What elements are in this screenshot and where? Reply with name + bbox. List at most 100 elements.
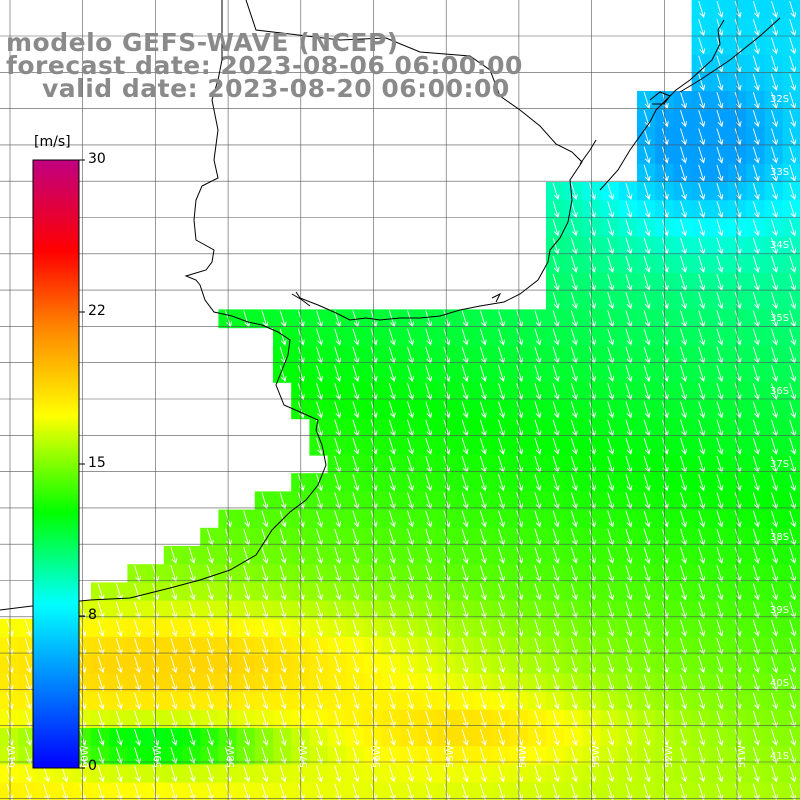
wind-arrow: [552, 328, 560, 346]
wind-arrow: [352, 419, 360, 437]
wind-arrow: [752, 0, 760, 19]
latitude-label: 41S: [770, 751, 790, 762]
wind-arrow: [625, 710, 633, 728]
wind-arrow: [552, 182, 560, 201]
wind-arrow: [698, 91, 706, 110]
wind-arrow: [643, 565, 651, 583]
wind-arrow: [734, 19, 742, 37]
wind-arrow: [625, 328, 633, 346]
wind-arrow: [552, 692, 560, 710]
wind-arrow: [661, 674, 669, 692]
wind-arrow: [461, 455, 469, 474]
wind-arrow: [407, 437, 414, 455]
wind-arrow: [771, 37, 778, 55]
wind-arrow: [625, 255, 633, 273]
wind-arrow: [334, 674, 342, 692]
wind-arrow: [425, 528, 433, 546]
wind-arrow: [188, 656, 196, 674]
wind-arrow: [698, 128, 706, 146]
wind-arrow: [789, 601, 797, 619]
wind-arrow: [716, 73, 724, 91]
wind-arrow: [316, 437, 323, 455]
wind-arrow: [498, 474, 505, 492]
wind-arrow: [261, 692, 269, 710]
wind-arrow: [734, 728, 742, 747]
wind-arrow: [625, 674, 633, 692]
wind-arrow: [552, 492, 560, 510]
wind-arrow: [698, 601, 706, 619]
wind-arrow: [752, 747, 760, 765]
wind-arrow: [388, 437, 396, 455]
wind-arrow: [134, 728, 141, 747]
wind-arrow: [6, 637, 14, 656]
wind-arrow: [498, 364, 505, 383]
wind-arrow: [498, 710, 505, 728]
wind-arrow: [534, 328, 542, 346]
wind-arrow: [661, 710, 669, 728]
field-cell: [782, 0, 800, 19]
wind-arrow: [661, 492, 669, 510]
wind-arrow: [698, 55, 706, 73]
wind-arrow: [334, 510, 342, 528]
wind-arrow: [771, 601, 778, 619]
wind-arrow: [552, 419, 560, 437]
field-cell: [782, 418, 800, 438]
wind-arrow: [771, 437, 778, 455]
wind-arrow: [661, 292, 669, 310]
wind-arrow: [552, 565, 560, 583]
wind-arrow: [170, 747, 178, 765]
wind-arrow: [334, 765, 342, 783]
field-cell: [782, 582, 800, 602]
wind-arrow: [206, 546, 214, 565]
wind-arrow: [734, 128, 742, 146]
wind-arrow: [316, 565, 323, 583]
field-cell: [782, 291, 800, 310]
wind-arrow: [789, 528, 797, 546]
wind-arrow: [752, 510, 760, 528]
wind-arrow: [334, 637, 342, 656]
wind-arrow: [316, 401, 323, 419]
wind-arrow: [625, 765, 633, 783]
wind-arrow: [771, 455, 778, 474]
wind-arrow: [698, 528, 706, 546]
wind-arrow: [479, 419, 487, 437]
wind-arrow: [316, 674, 323, 692]
wind-arrow: [352, 656, 360, 674]
wind-arrow: [752, 728, 760, 747]
wind-arrow: [789, 619, 797, 637]
wind-arrow: [534, 728, 542, 747]
wind-arrow: [661, 91, 669, 110]
wind-arrow: [625, 510, 633, 528]
wind-arrow: [789, 765, 797, 783]
wind-arrow: [771, 619, 778, 637]
wind-arrow: [625, 728, 633, 747]
wind-arrow: [279, 710, 287, 728]
wind-arrow: [461, 565, 469, 583]
latitude-label: 38S: [770, 532, 790, 543]
wind-arrow: [625, 619, 633, 637]
wind-arrow: [570, 364, 578, 383]
wind-arrow: [789, 401, 797, 419]
wind-arrow: [771, 0, 778, 19]
wind-arrow: [243, 765, 251, 783]
wind-arrow: [243, 656, 251, 674]
wind-arrow: [789, 656, 797, 674]
wind-arrow: [97, 637, 105, 656]
wind-arrow: [388, 674, 396, 692]
wind-arrow: [334, 710, 342, 728]
field-cell: [782, 491, 800, 511]
wind-arrow: [771, 528, 778, 546]
wind-arrow: [734, 437, 742, 455]
wind-arrow: [771, 747, 778, 765]
wind-arrow: [734, 692, 742, 710]
wind-arrow: [552, 364, 560, 383]
wind-arrow: [643, 455, 651, 474]
wind-arrow: [752, 692, 760, 710]
wind-arrow: [680, 710, 687, 728]
wind-arrow: [607, 455, 615, 474]
wind-arrow: [134, 674, 141, 692]
wind-arrow: [607, 674, 615, 692]
wind-arrow: [534, 637, 542, 656]
wind-arrow: [570, 182, 578, 201]
latitude-label: 40S: [770, 678, 790, 689]
